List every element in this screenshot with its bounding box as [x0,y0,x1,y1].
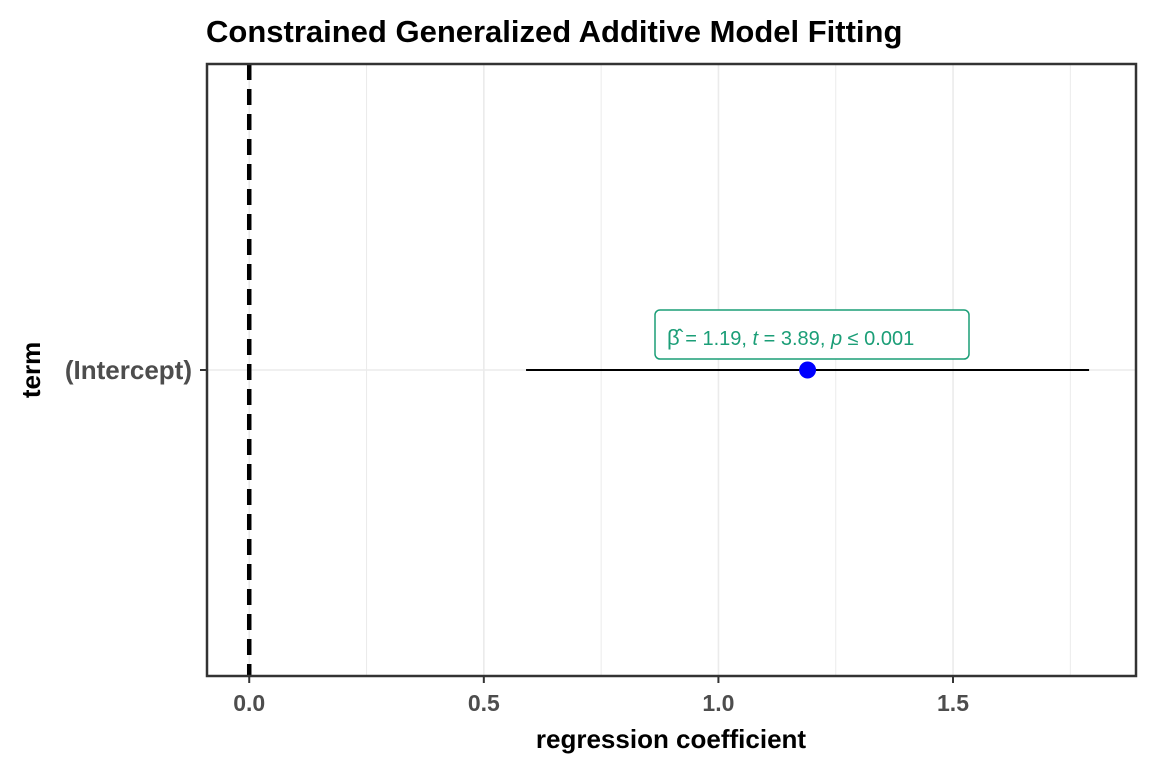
estimate-label-part: 3.89 [781,328,820,350]
x-tick-label: 0.0 [233,690,265,716]
x-tick-label: 1.5 [937,690,969,716]
plot-panel: β̂ = 1.19, t = 3.89, p ≤ 0.001 0.0 0.5 1.0 1… [65,62,1138,716]
x-tick-label: 0.5 [468,690,500,716]
estimate-label-box [654,309,970,360]
estimate-label-part: = [758,328,781,350]
estimate-label-part: t [753,328,760,350]
x-tick-label: 1.0 [702,690,734,716]
estimate-label-part: , [820,328,831,350]
y-tick-label-intercept: (Intercept) [65,355,192,385]
estimate-point [799,361,817,379]
estimate-label-part: = [680,328,703,350]
estimate-label-part: 0.001 [864,328,914,350]
estimate-label-part: , [741,328,752,350]
estimate-label-part: β̂ [667,325,684,350]
estimate-label: β̂ = 1.19, t = 3.89, p ≤ 0.001 [667,325,914,350]
chart-title: Constrained Generalized Additive Model F… [206,14,902,49]
estimate-label-part: 1.19 [702,328,741,350]
estimate-label-part: p [830,328,842,350]
x-axis-title: regression coefficient [536,724,807,754]
estimate-label-part: ≤ [842,328,864,350]
y-axis-title: term [16,342,46,398]
